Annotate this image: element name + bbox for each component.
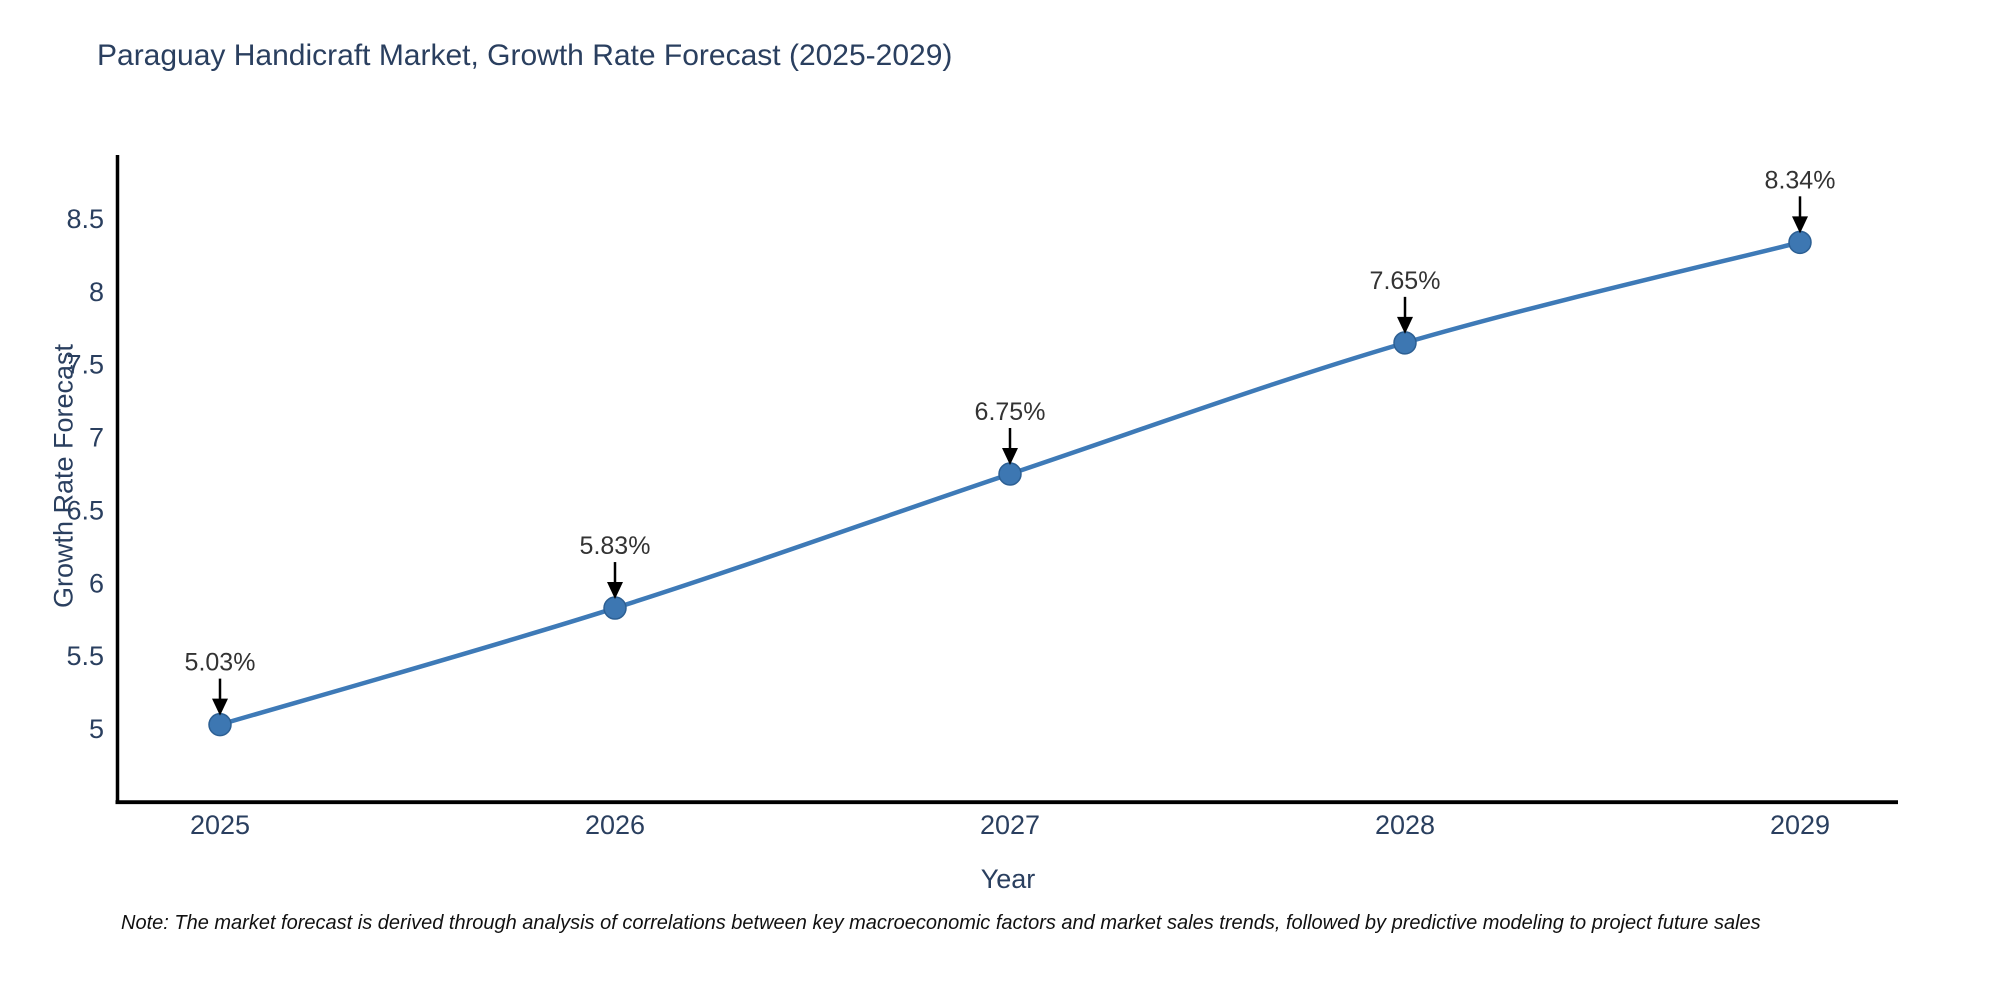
annotation-arrowhead: [1792, 216, 1808, 234]
y-tick-label: 5.5: [66, 641, 104, 671]
y-tick-label: 6.5: [66, 495, 104, 525]
annotation-arrowhead: [1002, 448, 1018, 466]
y-tick-label: 5: [89, 714, 104, 744]
y-tick-label: 7: [89, 423, 104, 453]
x-tick-label: 2029: [1770, 810, 1830, 840]
x-axis-title: Year: [980, 864, 1036, 894]
y-tick-label: 7.5: [66, 350, 104, 380]
data-point-label: 7.65%: [1370, 267, 1441, 295]
data-point-marker: [603, 596, 627, 620]
data-point-marker: [998, 462, 1022, 486]
annotation-arrowhead: [1397, 316, 1413, 334]
x-tick-label: 2026: [585, 810, 645, 840]
data-point-label: 5.03%: [185, 649, 256, 677]
x-tick-label: 2025: [190, 810, 250, 840]
y-tick-label: 6: [89, 568, 104, 598]
data-point-label: 8.34%: [1765, 166, 1836, 194]
x-tick-label: 2028: [1375, 810, 1435, 840]
data-point-marker: [208, 712, 232, 737]
data-point-label: 6.75%: [975, 398, 1046, 426]
annotation-arrowhead: [607, 582, 623, 600]
y-tick-label: 8: [89, 277, 104, 307]
x-tick-label: 2027: [980, 810, 1040, 840]
y-tick-label: 8.5: [66, 204, 104, 234]
footnote: Note: The market forecast is derived thr…: [121, 912, 1761, 934]
data-point-marker: [1393, 331, 1417, 355]
data-point-label: 5.83%: [580, 532, 651, 560]
data-point-marker: [1788, 230, 1812, 255]
annotation-arrowhead: [212, 698, 228, 716]
chart-title: Paraguay Handicraft Market, Growth Rate …: [97, 39, 953, 72]
